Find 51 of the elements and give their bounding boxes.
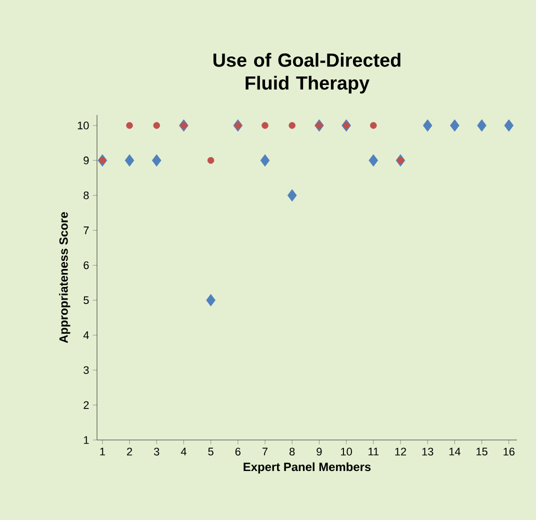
x-tick-label: 16	[504, 448, 514, 456]
x-tick-label: 10	[341, 448, 352, 456]
point	[207, 157, 214, 164]
x-tick-label: 1	[100, 448, 105, 456]
point	[370, 122, 377, 129]
y-tick-label: 8	[84, 191, 89, 200]
chart-title: Use of Goal-Directed Fluid Therapy	[213, 52, 400, 94]
point	[397, 157, 404, 164]
point	[422, 119, 432, 132]
point	[477, 119, 486, 132]
y-tick-label: 5	[84, 296, 89, 304]
point	[287, 189, 297, 202]
x-tick-label: 13	[422, 448, 434, 456]
point	[180, 122, 188, 129]
point	[504, 119, 514, 132]
x-tick-label: 11	[368, 448, 379, 456]
point	[152, 154, 162, 167]
point	[288, 122, 296, 129]
point	[260, 154, 270, 167]
x-tick-label: 3	[154, 448, 160, 456]
y-tick-label: 6	[84, 261, 89, 270]
y-tick-label: 4	[83, 331, 89, 339]
point	[262, 122, 268, 129]
point	[234, 122, 242, 129]
x-tick-label: 14	[449, 448, 460, 456]
point	[153, 122, 160, 129]
x-axis-title: Expert Panel Members	[244, 462, 371, 474]
y-tick-label: 1	[84, 436, 89, 444]
x-tick-label: 2	[127, 448, 132, 456]
point	[368, 154, 378, 167]
y-tick-label: 9	[84, 156, 89, 164]
y-tick-label: 2	[84, 401, 89, 409]
y-tick-label: 3	[84, 366, 89, 374]
y-tick-label: 10	[78, 122, 89, 130]
point	[99, 157, 106, 164]
x-tick-label: 12	[395, 448, 406, 456]
point	[316, 122, 323, 129]
x-tick-label: 8	[290, 448, 295, 456]
point	[124, 154, 134, 167]
x-tick-label: 7	[262, 448, 268, 456]
point	[126, 122, 133, 129]
x-tick-label: 9	[316, 448, 322, 456]
x-tick-label: 4	[180, 448, 186, 456]
point	[342, 122, 350, 129]
point	[450, 119, 460, 132]
x-tick-label: 5	[208, 448, 214, 456]
y-tick-label: 7	[84, 226, 89, 234]
x-tick-label: 6	[235, 448, 240, 456]
y-axis-title: Appropriateness Score	[59, 212, 70, 343]
x-tick-label: 15	[476, 448, 488, 456]
point	[206, 294, 216, 306]
